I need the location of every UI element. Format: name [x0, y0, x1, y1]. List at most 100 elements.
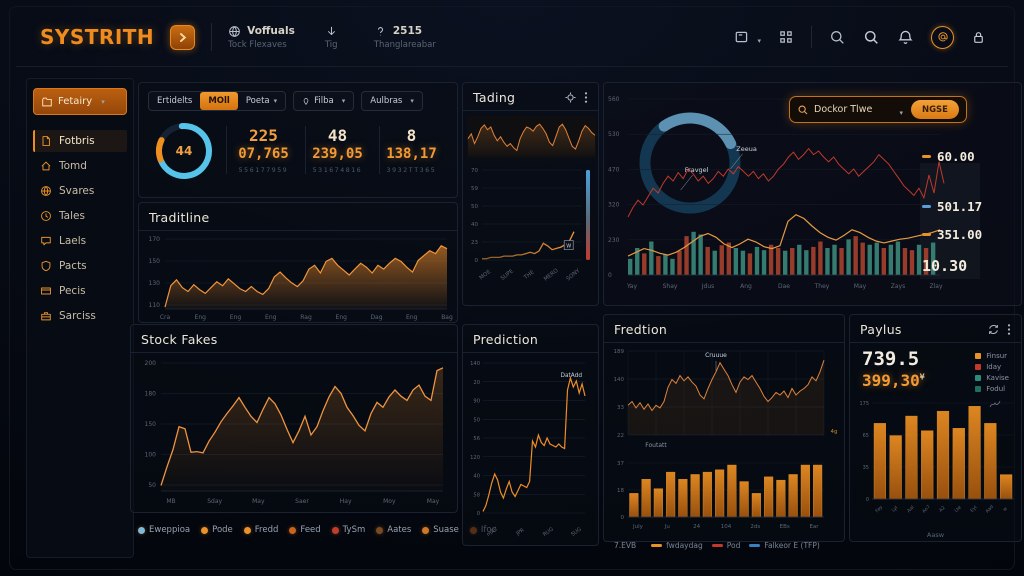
- sidebar-item-pacts[interactable]: Pacts: [33, 255, 127, 277]
- svg-text:470: 470: [608, 166, 620, 173]
- filter-chip-poeta[interactable]: Poeta: [238, 92, 285, 110]
- sidebar: Fetairy Fotbris Tomd Svares Tales Laels Pacts…: [26, 78, 134, 558]
- paylus-legend-item[interactable]: Finsur: [975, 352, 1009, 360]
- paylus-big-value: 739.5: [862, 348, 920, 370]
- svg-text:150: 150: [149, 258, 161, 265]
- legend-label: TySm: [342, 525, 366, 535]
- prediction-panel: Prediction 140 20 90 50 56 120 40 58 0 DatAdd mAV J…: [462, 324, 599, 546]
- tading-title: Tading: [473, 90, 516, 105]
- sidebar-item-pecis[interactable]: Pecis: [33, 280, 127, 302]
- at-icon: [937, 32, 948, 42]
- svg-text:Eng: Eng: [265, 314, 277, 321]
- svg-text:Ear: Ear: [809, 524, 819, 530]
- svg-text:40: 40: [473, 474, 480, 480]
- filba-filter-label: Filba: [314, 96, 334, 106]
- prediction-title: Prediction: [473, 332, 539, 347]
- legend-item-feed[interactable]: Feed: [289, 525, 321, 535]
- sidebar-item-laels[interactable]: Laels: [33, 230, 127, 252]
- lock-icon[interactable]: [971, 29, 986, 46]
- svg-text:33: 33: [617, 405, 624, 411]
- svg-text:0: 0: [608, 272, 612, 279]
- home-icon: [41, 161, 51, 171]
- legend-square: [975, 353, 982, 359]
- sidebar-item-sarciss[interactable]: Sarciss: [33, 305, 127, 327]
- aulbras-filter-button[interactable]: Aulbras: [361, 91, 423, 111]
- svg-text:320: 320: [608, 202, 620, 209]
- svg-text:Eng: Eng: [336, 314, 348, 321]
- nav-item-2[interactable]: 2515 Thanglareabar: [374, 25, 436, 50]
- svg-text:20: 20: [473, 380, 480, 386]
- stats-columns: 225 07,765 556177959 48 239,05 531674816 8 138,…: [226, 126, 448, 174]
- filba-filter-button[interactable]: Filba: [293, 91, 355, 111]
- svg-text:35: 35: [863, 465, 869, 471]
- fredtion-legend-item[interactable]: Pod: [711, 541, 741, 550]
- legend-item-pode[interactable]: Pode: [201, 525, 233, 535]
- legend-item-tysm[interactable]: TySm: [331, 525, 366, 535]
- ticker-search-button[interactable]: NGSE: [910, 100, 959, 119]
- sidebar-item-tales[interactable]: Tales: [33, 205, 127, 227]
- filba-caret-icon: [338, 96, 346, 106]
- sidebar-item-tomd[interactable]: Tomd: [33, 155, 127, 177]
- fredtion-legend-item[interactable]: fwdaydag: [651, 541, 703, 550]
- case-icon: [41, 312, 51, 321]
- search-icon: [798, 105, 808, 114]
- kebab-menu-icon[interactable]: [584, 91, 588, 104]
- fredtion-header: Fredtion: [604, 315, 844, 343]
- svg-text:200: 200: [145, 360, 157, 367]
- pin-icon: [303, 97, 309, 105]
- legend-dot: [289, 526, 297, 534]
- nav-item-1[interactable]: Tig: [325, 25, 344, 50]
- sidebar-menu-button[interactable]: Fetairy: [33, 88, 127, 115]
- aulbras-caret-icon: [406, 96, 414, 106]
- nav-item-subtitle: Thanglareabar: [373, 39, 436, 50]
- nav-item-0[interactable]: Voffuals Tock Flexaves: [228, 25, 295, 50]
- sync-icon[interactable]: [987, 323, 1000, 336]
- legend-dot: [243, 526, 251, 534]
- sidebar-item-fotbris[interactable]: Fotbris: [33, 130, 127, 152]
- svg-text:70: 70: [471, 168, 478, 174]
- legend-item-suase[interactable]: Suase: [422, 525, 459, 535]
- price-tick: [922, 233, 931, 236]
- filter-chip-moll[interactable]: MOll: [200, 92, 238, 110]
- legend-label: Kavise: [986, 374, 1009, 382]
- grid-icon[interactable]: [778, 29, 794, 45]
- legend-item-fredd[interactable]: Fredd: [243, 525, 278, 535]
- sidebar-item-svares[interactable]: Svares: [33, 180, 127, 202]
- legend-label: Feed: [300, 525, 321, 535]
- svg-text:RUG: RUG: [542, 526, 555, 537]
- legend-label: Fodul: [986, 385, 1006, 393]
- sidebar-item-label: Pecis: [59, 285, 86, 297]
- svg-text:They: They: [814, 283, 830, 290]
- filter-chip-ertidelts[interactable]: Ertidelts: [149, 92, 200, 110]
- paylus-legend-item[interactable]: Kavise: [975, 374, 1009, 382]
- legend-square: [975, 386, 982, 392]
- legend-label: Pod: [726, 541, 741, 550]
- paylus-legend-item[interactable]: Fodul: [975, 385, 1009, 393]
- fredtion-legend-item[interactable]: Falkeor E (TFP): [749, 541, 820, 550]
- search-icon[interactable]: [863, 29, 880, 46]
- svg-text:2ds: 2ds: [750, 524, 760, 530]
- ticker-search[interactable]: Dockor Tlwe NGSE: [789, 96, 967, 123]
- legend-item-aates[interactable]: Aates: [376, 525, 411, 535]
- svg-text:120: 120: [470, 455, 480, 461]
- legend-label: Aates: [387, 525, 412, 535]
- price-label-60.00: 60.00: [922, 149, 975, 164]
- legend-item-eweppioa[interactable]: Eweppioa: [138, 525, 190, 535]
- zoom-icon[interactable]: [829, 29, 846, 46]
- layout-toggle-button[interactable]: [734, 28, 761, 47]
- paylus-header: Paylus: [850, 315, 1021, 343]
- legend-dash: [711, 544, 723, 547]
- forward-button[interactable]: [170, 24, 196, 50]
- svg-text:Eng: Eng: [230, 314, 242, 321]
- stat-detail: 3932TT365: [386, 166, 437, 174]
- kebab-menu-icon[interactable]: [1007, 323, 1011, 336]
- svg-text:MB: MB: [166, 498, 175, 505]
- bell-icon[interactable]: [897, 29, 914, 46]
- paylus-legend-item[interactable]: Iday: [975, 363, 1009, 371]
- svg-text:Jdus: Jdus: [701, 283, 715, 290]
- ticker-search-value: Dockor Tlwe: [814, 104, 873, 115]
- user-avatar[interactable]: [931, 25, 954, 49]
- stat-amount: 239,05: [312, 146, 363, 162]
- traditline-panel: Traditline 170 150 130 110 Cra Eng Eng Eng Rag En…: [138, 202, 458, 323]
- dial-icon[interactable]: [564, 91, 577, 104]
